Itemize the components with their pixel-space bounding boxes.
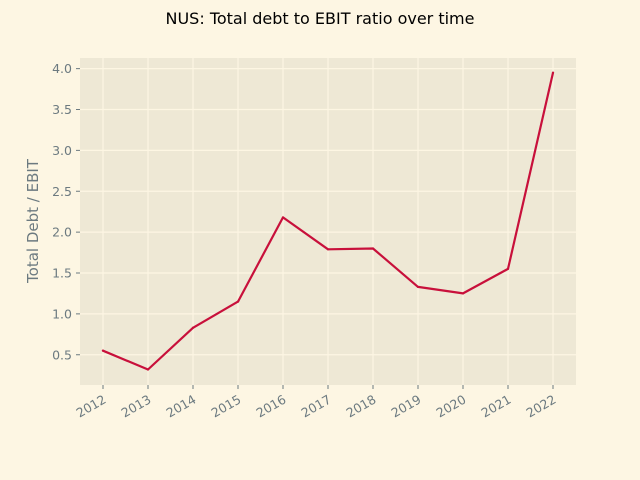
chart-title: NUS: Total debt to EBIT ratio over time bbox=[166, 9, 475, 28]
data-point bbox=[146, 368, 150, 371]
y-tick-label: 3.5 bbox=[52, 102, 72, 117]
data-point bbox=[281, 216, 285, 219]
data-point bbox=[236, 300, 240, 303]
data-point bbox=[101, 349, 105, 352]
data-point bbox=[371, 247, 375, 250]
y-axis-ticks: 0.5 1.0 1.5 2.0 2.5 3.0 3.5 4.0 bbox=[52, 61, 80, 362]
data-point bbox=[326, 248, 330, 251]
data-point bbox=[416, 285, 420, 288]
y-tick-label: 2.5 bbox=[52, 184, 72, 199]
series-layer bbox=[101, 71, 555, 371]
y-tick-label: 1.5 bbox=[52, 266, 72, 281]
data-point bbox=[506, 267, 510, 271]
y-tick-label: 1.0 bbox=[52, 306, 72, 321]
y-tick-label: 3.0 bbox=[52, 143, 72, 158]
y-tick-label: 2.0 bbox=[52, 225, 72, 240]
x-gridlines bbox=[102, 58, 554, 385]
data-point bbox=[461, 292, 465, 295]
y-axis-label: Total Debt / EBIT bbox=[24, 158, 42, 284]
y-tick-label: 4.0 bbox=[52, 61, 72, 76]
data-point bbox=[551, 71, 555, 74]
y-tick-label: 0.5 bbox=[52, 347, 72, 362]
data-point bbox=[191, 326, 195, 329]
y-gridlines bbox=[80, 68, 576, 356]
